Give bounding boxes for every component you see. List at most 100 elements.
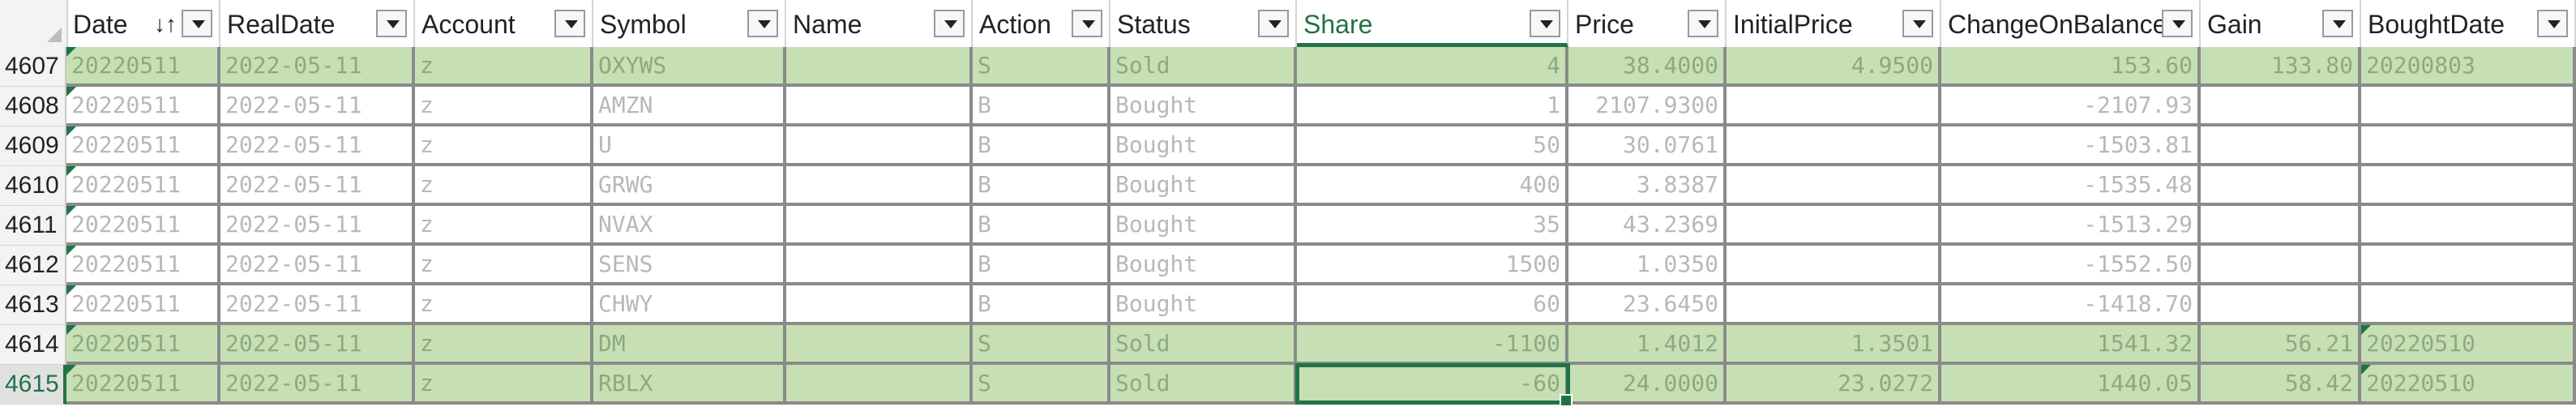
- cell-action[interactable]: B: [973, 166, 1110, 206]
- cell-account[interactable]: z: [415, 325, 593, 365]
- cell-status[interactable]: Sold: [1110, 47, 1297, 87]
- cell-date[interactable]: 20220511: [66, 365, 220, 405]
- cell-status[interactable]: Bought: [1110, 285, 1297, 325]
- cell-price[interactable]: 2107.9300: [1568, 87, 1727, 126]
- row-number[interactable]: 4612: [0, 246, 66, 285]
- cell-share[interactable]: 1: [1297, 87, 1568, 126]
- cell-realdate[interactable]: 2022-05-11: [220, 166, 415, 206]
- cell-status[interactable]: Bought: [1110, 166, 1297, 206]
- row-number[interactable]: 4609: [0, 126, 66, 166]
- cell-name[interactable]: [786, 246, 973, 285]
- cell-action[interactable]: B: [973, 246, 1110, 285]
- cell-initialprice[interactable]: [1727, 206, 1941, 246]
- cell-gain[interactable]: 58.42: [2201, 365, 2361, 405]
- cell-account[interactable]: z: [415, 166, 593, 206]
- filter-dropdown-button[interactable]: [376, 10, 407, 37]
- cell-changeonbalance[interactable]: -1503.81: [1941, 126, 2201, 166]
- cell-realdate[interactable]: 2022-05-11: [220, 126, 415, 166]
- cell-boughtdate[interactable]: 20200803: [2361, 47, 2576, 87]
- cell-name[interactable]: [786, 166, 973, 206]
- cell-realdate[interactable]: 2022-05-11: [220, 285, 415, 325]
- row-number[interactable]: 4608: [0, 87, 66, 126]
- cell-initialprice[interactable]: [1727, 126, 1941, 166]
- filter-dropdown-button[interactable]: [1902, 10, 1933, 37]
- cell-name[interactable]: [786, 87, 973, 126]
- column-header-symbol[interactable]: Symbol: [593, 0, 786, 47]
- cell-action[interactable]: S: [973, 365, 1110, 405]
- cell-symbol[interactable]: CHWY: [593, 285, 786, 325]
- cell-date[interactable]: 20220511: [66, 246, 220, 285]
- cell-price[interactable]: 23.6450: [1568, 285, 1727, 325]
- cell-account[interactable]: z: [415, 285, 593, 325]
- cell-realdate[interactable]: 2022-05-11: [220, 206, 415, 246]
- cell-initialprice[interactable]: [1727, 166, 1941, 206]
- cell-changeonbalance[interactable]: -1418.70: [1941, 285, 2201, 325]
- cell-symbol[interactable]: NVAX: [593, 206, 786, 246]
- cell-initialprice[interactable]: 1.3501: [1727, 325, 1941, 365]
- column-header-initialprice[interactable]: InitialPrice: [1727, 0, 1941, 47]
- filter-dropdown-button[interactable]: [934, 10, 965, 37]
- column-header-changeonbalance[interactable]: ChangeOnBalance: [1941, 0, 2201, 47]
- row-number[interactable]: 4613: [0, 285, 66, 325]
- column-header-price[interactable]: Price: [1568, 0, 1727, 47]
- cell-name[interactable]: [786, 365, 973, 405]
- filter-dropdown-button[interactable]: [1530, 10, 1560, 37]
- cell-realdate[interactable]: 2022-05-11: [220, 325, 415, 365]
- cell-share[interactable]: 60: [1297, 285, 1568, 325]
- cell-gain[interactable]: [2201, 206, 2361, 246]
- filter-dropdown-button[interactable]: [554, 10, 585, 37]
- cell-name[interactable]: [786, 47, 973, 87]
- cell-changeonbalance[interactable]: 1440.05: [1941, 365, 2201, 405]
- cell-name[interactable]: [786, 325, 973, 365]
- cell-gain[interactable]: [2201, 87, 2361, 126]
- filter-dropdown-button[interactable]: [1688, 10, 1718, 37]
- cell-date[interactable]: 20220511: [66, 325, 220, 365]
- cell-symbol[interactable]: AMZN: [593, 87, 786, 126]
- column-header-account[interactable]: Account: [415, 0, 593, 47]
- cell-boughtdate[interactable]: [2361, 285, 2576, 325]
- cell-gain[interactable]: 56.21: [2201, 325, 2361, 365]
- cell-gain[interactable]: [2201, 166, 2361, 206]
- cell-status[interactable]: Bought: [1110, 206, 1297, 246]
- cell-boughtdate[interactable]: [2361, 166, 2576, 206]
- cell-realdate[interactable]: 2022-05-11: [220, 365, 415, 405]
- column-header-gain[interactable]: Gain: [2201, 0, 2361, 47]
- cell-gain[interactable]: 133.80: [2201, 47, 2361, 87]
- column-header-boughtdate[interactable]: BoughtDate: [2361, 0, 2576, 47]
- cell-action[interactable]: B: [973, 87, 1110, 126]
- cell-name[interactable]: [786, 285, 973, 325]
- row-number[interactable]: 4615: [0, 365, 66, 405]
- cell-changeonbalance[interactable]: 1541.32: [1941, 325, 2201, 365]
- filter-dropdown-button[interactable]: [747, 10, 778, 37]
- cell-changeonbalance[interactable]: -2107.93: [1941, 87, 2201, 126]
- cell-status[interactable]: Bought: [1110, 126, 1297, 166]
- cell-symbol[interactable]: SENS: [593, 246, 786, 285]
- cell-price[interactable]: 38.4000: [1568, 47, 1727, 87]
- cell-share[interactable]: 35: [1297, 206, 1568, 246]
- cell-boughtdate[interactable]: [2361, 126, 2576, 166]
- cell-realdate[interactable]: 2022-05-11: [220, 47, 415, 87]
- column-header-name[interactable]: Name: [786, 0, 973, 47]
- row-number[interactable]: 4614: [0, 325, 66, 365]
- cell-date[interactable]: 20220511: [66, 166, 220, 206]
- filter-dropdown-button[interactable]: [2162, 10, 2193, 37]
- cell-price[interactable]: 43.2369: [1568, 206, 1727, 246]
- cell-initialprice[interactable]: 23.0272: [1727, 365, 1941, 405]
- column-header-action[interactable]: Action: [973, 0, 1110, 47]
- cell-boughtdate[interactable]: 20220510: [2361, 325, 2576, 365]
- cell-symbol[interactable]: U: [593, 126, 786, 166]
- cell-boughtdate[interactable]: 20220510: [2361, 365, 2576, 405]
- cell-share[interactable]: 50: [1297, 126, 1568, 166]
- cell-name[interactable]: [786, 126, 973, 166]
- column-header-status[interactable]: Status: [1110, 0, 1297, 47]
- cell-boughtdate[interactable]: [2361, 87, 2576, 126]
- cell-action[interactable]: S: [973, 325, 1110, 365]
- cell-changeonbalance[interactable]: -1513.29: [1941, 206, 2201, 246]
- cell-initialprice[interactable]: 4.9500: [1727, 47, 1941, 87]
- cell-symbol[interactable]: GRWG: [593, 166, 786, 206]
- filter-dropdown-button[interactable]: [2537, 10, 2568, 37]
- cell-date[interactable]: 20220511: [66, 47, 220, 87]
- cell-action[interactable]: B: [973, 206, 1110, 246]
- cell-share[interactable]: 4: [1297, 47, 1568, 87]
- cell-initialprice[interactable]: [1727, 285, 1941, 325]
